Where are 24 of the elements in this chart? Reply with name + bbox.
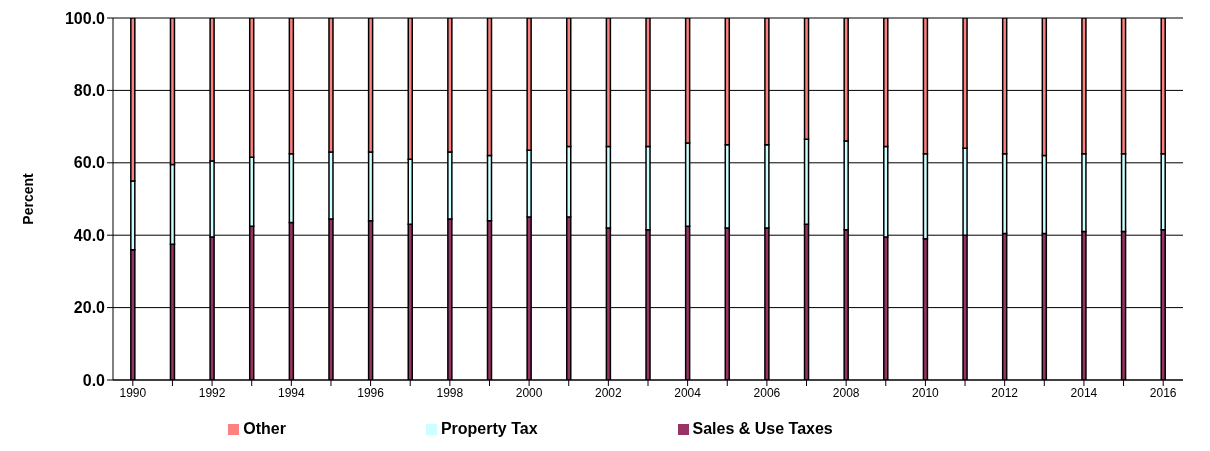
y-tick-label: 60.0 [73,154,106,172]
x-tick-label: 1994 [277,385,305,400]
x-tick-label: 2004 [674,385,702,400]
x-tick-label: 2016 [1149,385,1177,400]
x-tick-label: 2000 [515,385,543,400]
y-axis-title: Percent [19,172,36,225]
y-tick-label: 80.0 [73,82,106,100]
y-tick-label: 100.0 [64,9,106,27]
x-tick-label: 2012 [991,385,1019,400]
legend-label: Other [243,420,286,437]
y-tick-label: 40.0 [73,226,106,244]
x-tick-label: 1992 [198,385,226,400]
legend-label: Property Tax [440,420,538,437]
x-tick-label: 2014 [1070,385,1098,400]
x-tick-label: 1996 [357,385,385,400]
x-tick-label: 2006 [753,385,781,400]
x-tick-label: 2010 [912,385,940,400]
x-tick-label: 1998 [436,385,464,400]
y-tick-label: 0.0 [82,371,106,389]
x-tick-label: 2008 [832,385,860,400]
y-tick-label: 20.0 [73,299,106,317]
x-tick-label: 2002 [595,385,623,400]
legend-label: Sales & Use Taxes [692,420,833,437]
x-tick-label: 1990 [119,385,147,400]
